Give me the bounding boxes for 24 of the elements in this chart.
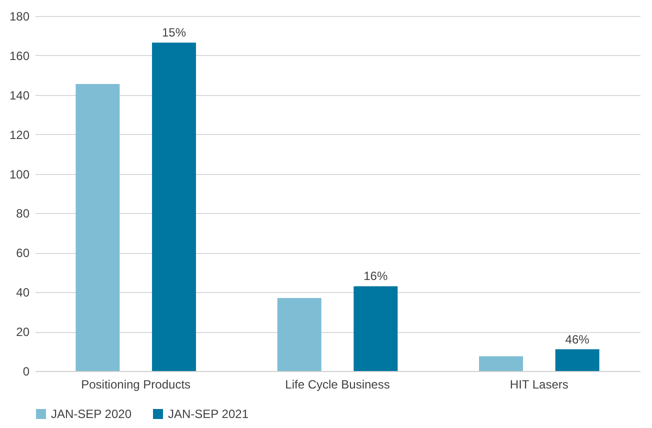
y-tick-label: 40 — [16, 286, 30, 300]
y-tick-label: 140 — [9, 88, 30, 102]
y-tick-label: 180 — [9, 10, 30, 24]
y-tick-label: 0 — [22, 364, 30, 378]
x-tick-label: Life Cycle Business — [285, 378, 390, 392]
y-tick-label: 60 — [16, 246, 30, 260]
y-tick-label: 80 — [16, 206, 30, 221]
bar — [354, 286, 398, 371]
bar — [479, 356, 524, 371]
bar — [555, 349, 600, 371]
x-tick-label: HIT Lasers — [510, 378, 568, 392]
y-tick-label: 100 — [9, 167, 30, 182]
annotation: 46% — [565, 332, 590, 346]
bar — [277, 298, 322, 371]
bar — [152, 42, 196, 371]
annotation: 16% — [364, 269, 388, 284]
y-tick-label: 120 — [9, 128, 30, 142]
y-tick-label: 20 — [16, 325, 30, 340]
legend-label: JAN-SEP 2021 — [168, 407, 249, 421]
y-tick-label: 160 — [9, 48, 30, 63]
bar — [76, 84, 120, 371]
x-tick-label: Positioning Products — [81, 378, 191, 392]
legend-label: JAN-SEP 2020 — [51, 407, 132, 421]
annotation: 15% — [162, 26, 186, 40]
